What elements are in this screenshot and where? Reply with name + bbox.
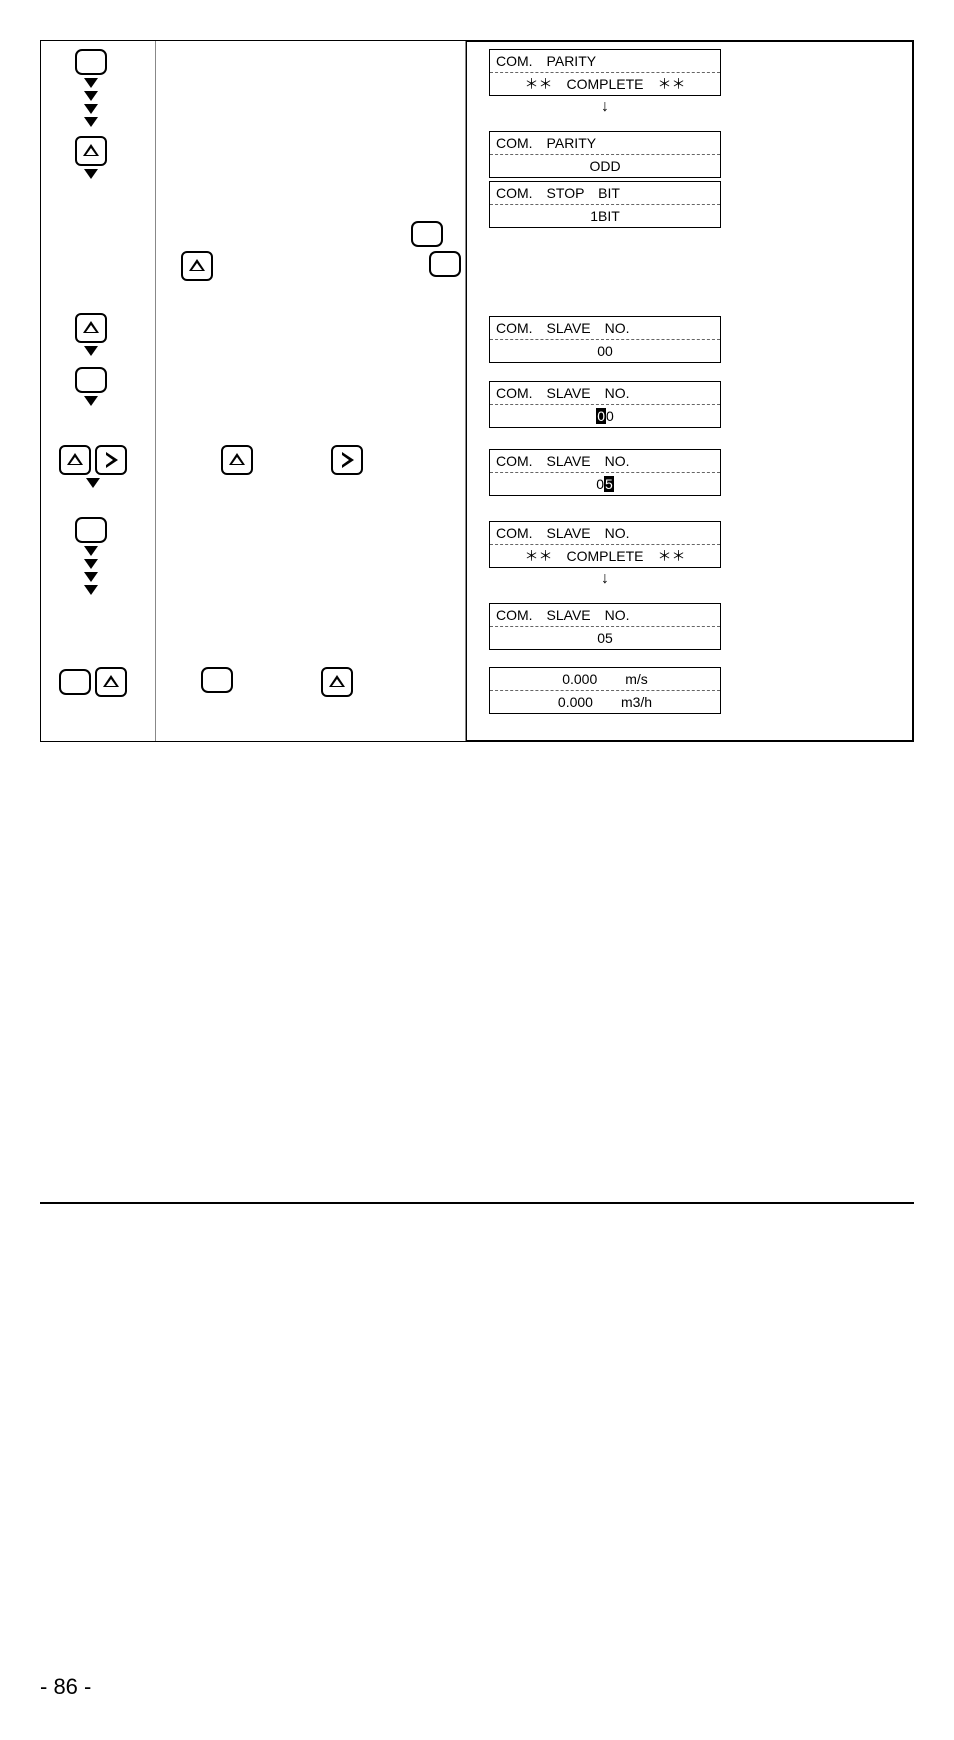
- lcd-line2: 05: [490, 627, 720, 649]
- lcd-line1: COM. SLAVE NO.: [490, 450, 720, 473]
- down-arrow-icon: [84, 169, 98, 179]
- enter-key-icon: [411, 221, 443, 247]
- lcd-digit: 0: [606, 408, 614, 424]
- enter-key-icon: [75, 517, 107, 543]
- down-arrow-icon: [86, 478, 100, 488]
- lcd-r4: COM. SLAVE NO. 00: [489, 316, 721, 363]
- lcd-line1: 0.000 m/s: [490, 668, 720, 691]
- down-arrow-icon: [84, 346, 98, 356]
- down-arrow-icon: ↓: [489, 98, 721, 116]
- up-key-icon: [221, 445, 253, 475]
- enter-key-icon: [75, 49, 107, 75]
- down-arrow-icon: [84, 104, 98, 114]
- up-key-icon: [181, 251, 213, 281]
- lcd-line1: COM. SLAVE NO.: [490, 604, 720, 627]
- footer-rule: [40, 1202, 914, 1204]
- lcd-line2: ＊＊ COMPLETE ＊＊: [490, 545, 720, 567]
- lcd-line1: COM. STOP BIT: [490, 182, 720, 205]
- lcd-line2: ODD: [490, 155, 720, 177]
- key-seq-3: [59, 445, 127, 491]
- up-key-icon: [75, 136, 107, 166]
- lcd-r3: COM. STOP BIT 1BIT: [489, 181, 721, 228]
- down-arrow-icon: [84, 396, 98, 406]
- down-arrow-icon: ↓: [489, 570, 721, 588]
- lcd-line2: 1BIT: [490, 205, 720, 227]
- lcd-line2: 0.000 m3/h: [490, 691, 720, 713]
- key-seq-5: [59, 667, 127, 697]
- lcd-highlight-digit: 5: [604, 476, 614, 492]
- down-arrow-icon: [84, 585, 98, 595]
- lcd-line1: COM. SLAVE NO.: [490, 317, 720, 340]
- lcd-line2: 05: [490, 473, 720, 495]
- lcd-line2: 00: [490, 340, 720, 362]
- key-seq-4: [75, 517, 107, 598]
- lcd-highlight-digit: 0: [596, 408, 606, 424]
- up-key-icon: [95, 667, 127, 697]
- up-key-icon: [75, 313, 107, 343]
- up-key-icon: [59, 445, 91, 475]
- lcd-line1: COM. SLAVE NO.: [490, 522, 720, 545]
- down-arrow-icon: [84, 78, 98, 88]
- lcd-line1: COM. PARITY: [490, 132, 720, 155]
- enter-key-icon: [429, 251, 461, 277]
- lcd-r8: COM. SLAVE NO. 05: [489, 603, 721, 650]
- operation-column: [156, 41, 466, 741]
- diagram-table: COM. PARITY ＊＊ COMPLETE ＊＊ ↓ COM. PARITY…: [40, 40, 914, 742]
- right-key-icon: [331, 445, 363, 475]
- lcd-line1: COM. PARITY: [490, 50, 720, 73]
- right-key-icon: [95, 445, 127, 475]
- down-arrow-icon: [84, 559, 98, 569]
- key-seq-1: [75, 49, 107, 182]
- lcd-line1: COM. SLAVE NO.: [490, 382, 720, 405]
- enter-key-icon: [201, 667, 233, 693]
- lcd-digit: 0: [596, 476, 604, 492]
- lcd-line2: 00: [490, 405, 720, 427]
- page-number: - 86 -: [40, 1674, 914, 1700]
- key-seq-2: [75, 313, 107, 409]
- down-arrow-icon: [84, 572, 98, 582]
- up-key-icon: [321, 667, 353, 697]
- lcd-r5: COM. SLAVE NO. 00: [489, 381, 721, 428]
- lcd-r7: COM. SLAVE NO. ＊＊ COMPLETE ＊＊ ↓: [489, 521, 721, 594]
- lcd-r2: COM. PARITY ODD: [489, 131, 721, 178]
- lcd-r6: COM. SLAVE NO. 05: [489, 449, 721, 496]
- lcd-r9: 0.000 m/s 0.000 m3/h: [489, 667, 721, 714]
- enter-key-icon: [75, 367, 107, 393]
- lcd-line2: ＊＊ COMPLETE ＊＊: [490, 73, 720, 95]
- lcd-r1: COM. PARITY ＊＊ COMPLETE ＊＊ ↓: [489, 49, 721, 122]
- down-arrow-icon: [84, 546, 98, 556]
- down-arrow-icon: [84, 117, 98, 127]
- enter-key-icon: [59, 669, 91, 695]
- down-arrow-icon: [84, 91, 98, 101]
